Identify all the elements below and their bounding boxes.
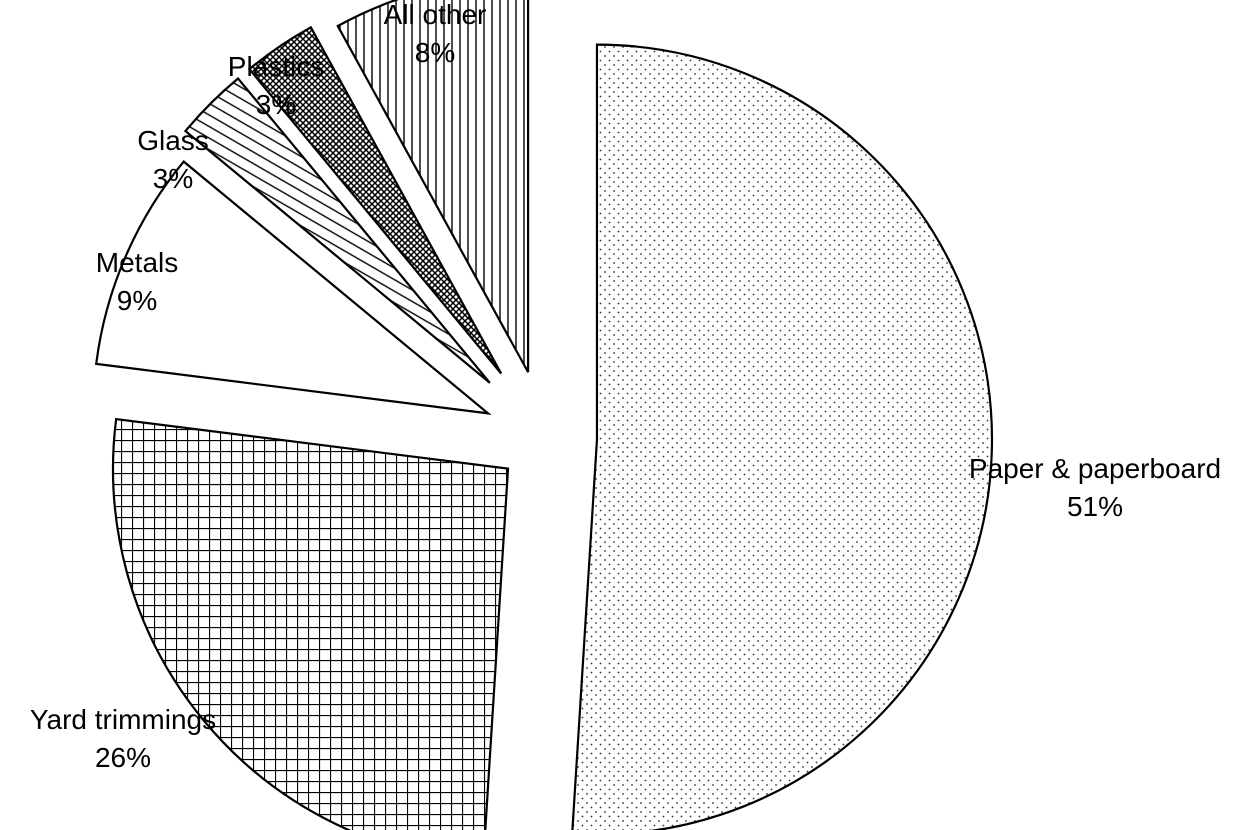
slice-label-value: 3% bbox=[153, 163, 193, 194]
slice-label-metals: Metals 9% bbox=[96, 247, 178, 316]
slice-label-name: Paper & paperboard bbox=[969, 453, 1221, 484]
slice-label-name: Metals bbox=[96, 247, 178, 278]
pie-labels: Paper & paperboard 51% Yard trimmings 26% Me… bbox=[30, 0, 1221, 773]
slice-label-value: 26% bbox=[95, 742, 151, 773]
slice-label-name: All other bbox=[384, 0, 487, 30]
slice-label-name: Yard trimmings bbox=[30, 704, 216, 735]
pie-slice-yard-trimmings bbox=[111, 417, 510, 830]
pie-slice-plastics bbox=[247, 25, 503, 375]
slice-label-all-other: All other 8% bbox=[384, 0, 487, 68]
slice-label-name: Glass bbox=[137, 125, 209, 156]
slice-label-yard-trimmings: Yard trimmings 26% bbox=[30, 704, 216, 773]
pie-slice-paper-paperboard bbox=[571, 43, 994, 830]
pie-slices bbox=[94, 0, 994, 830]
pie-slice-all-other bbox=[336, 0, 530, 373]
slice-label-value: 51% bbox=[1067, 491, 1123, 522]
slice-label-value: 9% bbox=[117, 285, 157, 316]
slice-label-paper-paperboard: Paper & paperboard 51% bbox=[969, 453, 1221, 522]
pie-slice-glass bbox=[183, 76, 491, 384]
slice-label-name: Plastics bbox=[228, 51, 324, 82]
slice-label-glass: Glass 3% bbox=[137, 125, 209, 194]
slice-label-value: 8% bbox=[415, 37, 455, 68]
slice-label-value: 3% bbox=[256, 89, 296, 120]
pie-slice-metals bbox=[94, 160, 492, 415]
slice-label-plastics: Plastics 3% bbox=[228, 51, 324, 120]
